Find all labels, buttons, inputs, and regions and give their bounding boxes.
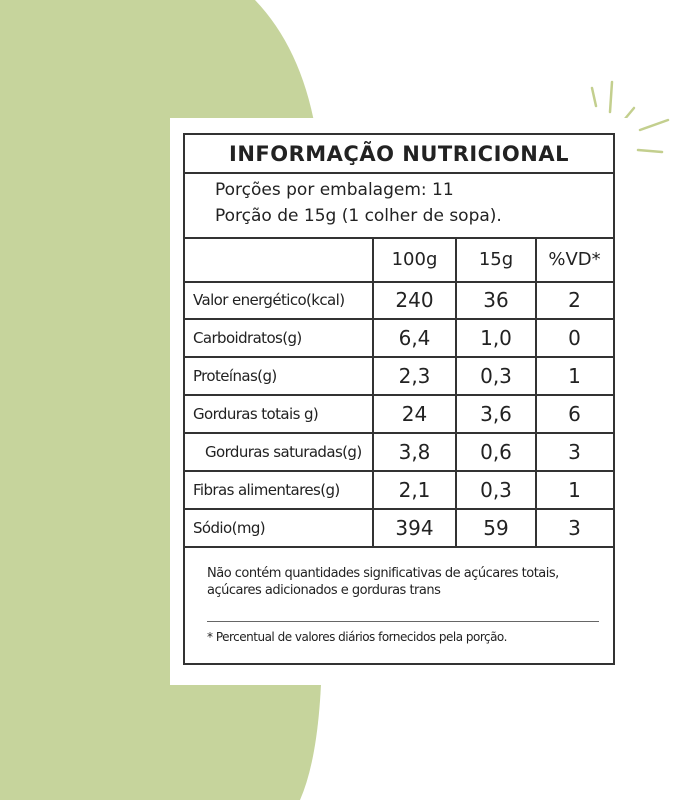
- cell-value: 0,6: [480, 440, 512, 464]
- cell-value: 1: [568, 364, 581, 388]
- rule: [185, 281, 613, 283]
- column-rule: [535, 237, 537, 547]
- row-label: Gorduras saturadas(g): [205, 443, 362, 461]
- cell-value: 240: [395, 288, 434, 312]
- rule: [185, 508, 613, 510]
- rule: [185, 318, 613, 320]
- cell-value: 24: [401, 402, 428, 426]
- note-rule: [207, 621, 599, 622]
- rule: [185, 470, 613, 472]
- column-rule: [455, 237, 457, 547]
- card: [170, 118, 630, 685]
- cell-value: 0: [568, 326, 581, 350]
- cell-value: 3: [568, 516, 581, 540]
- row-label: Fibras alimentares(g): [193, 481, 340, 499]
- column-rule: [372, 237, 374, 547]
- row-label: Carboidratos(g): [193, 329, 302, 347]
- row-label: Gorduras totais g): [193, 405, 319, 423]
- cell-value: 36: [483, 288, 509, 312]
- cell-value: 6,4: [398, 326, 431, 350]
- rule: [185, 237, 613, 239]
- cell-value: 2,3: [398, 364, 431, 388]
- cell-value: 6: [568, 402, 581, 426]
- portion-line: Porções por embalagem: 11: [215, 180, 454, 200]
- rule: [185, 546, 613, 548]
- cell-value: 3,6: [480, 402, 512, 426]
- note: Não contém quantidades significativas de…: [207, 566, 559, 598]
- rule: [185, 432, 613, 434]
- rule: [185, 172, 613, 174]
- cell-value: 2: [568, 288, 581, 312]
- nutrition-table: INFORMAÇÃO NUTRICIONAL Porções por embala…: [183, 133, 615, 665]
- cell-value: 3: [568, 440, 581, 464]
- cell-value: 2,1: [398, 478, 431, 502]
- row-label: Sódio(mg): [193, 519, 266, 537]
- row-label: Proteínas(g): [193, 367, 277, 385]
- rule: [185, 394, 613, 396]
- rule: [185, 356, 613, 358]
- column-header: 15g: [478, 248, 514, 270]
- column-header: 100g: [391, 248, 438, 270]
- portion-line: Porção de 15g (1 colher de sopa).: [215, 206, 502, 226]
- column-header: %VD*: [548, 248, 601, 270]
- cell-value: 1,0: [480, 326, 512, 350]
- table-title: INFORMAÇÃO NUTRICIONAL: [229, 142, 569, 166]
- cell-value: 1: [568, 478, 581, 502]
- cell-value: 394: [395, 516, 434, 540]
- cell-value: 0,3: [480, 478, 512, 502]
- cell-value: 0,3: [480, 364, 512, 388]
- note: * Percentual de valores diários fornecid…: [207, 630, 507, 644]
- cell-value: 3,8: [398, 440, 431, 464]
- cell-value: 59: [483, 516, 509, 540]
- row-label: Valor energético(kcal): [193, 291, 345, 309]
